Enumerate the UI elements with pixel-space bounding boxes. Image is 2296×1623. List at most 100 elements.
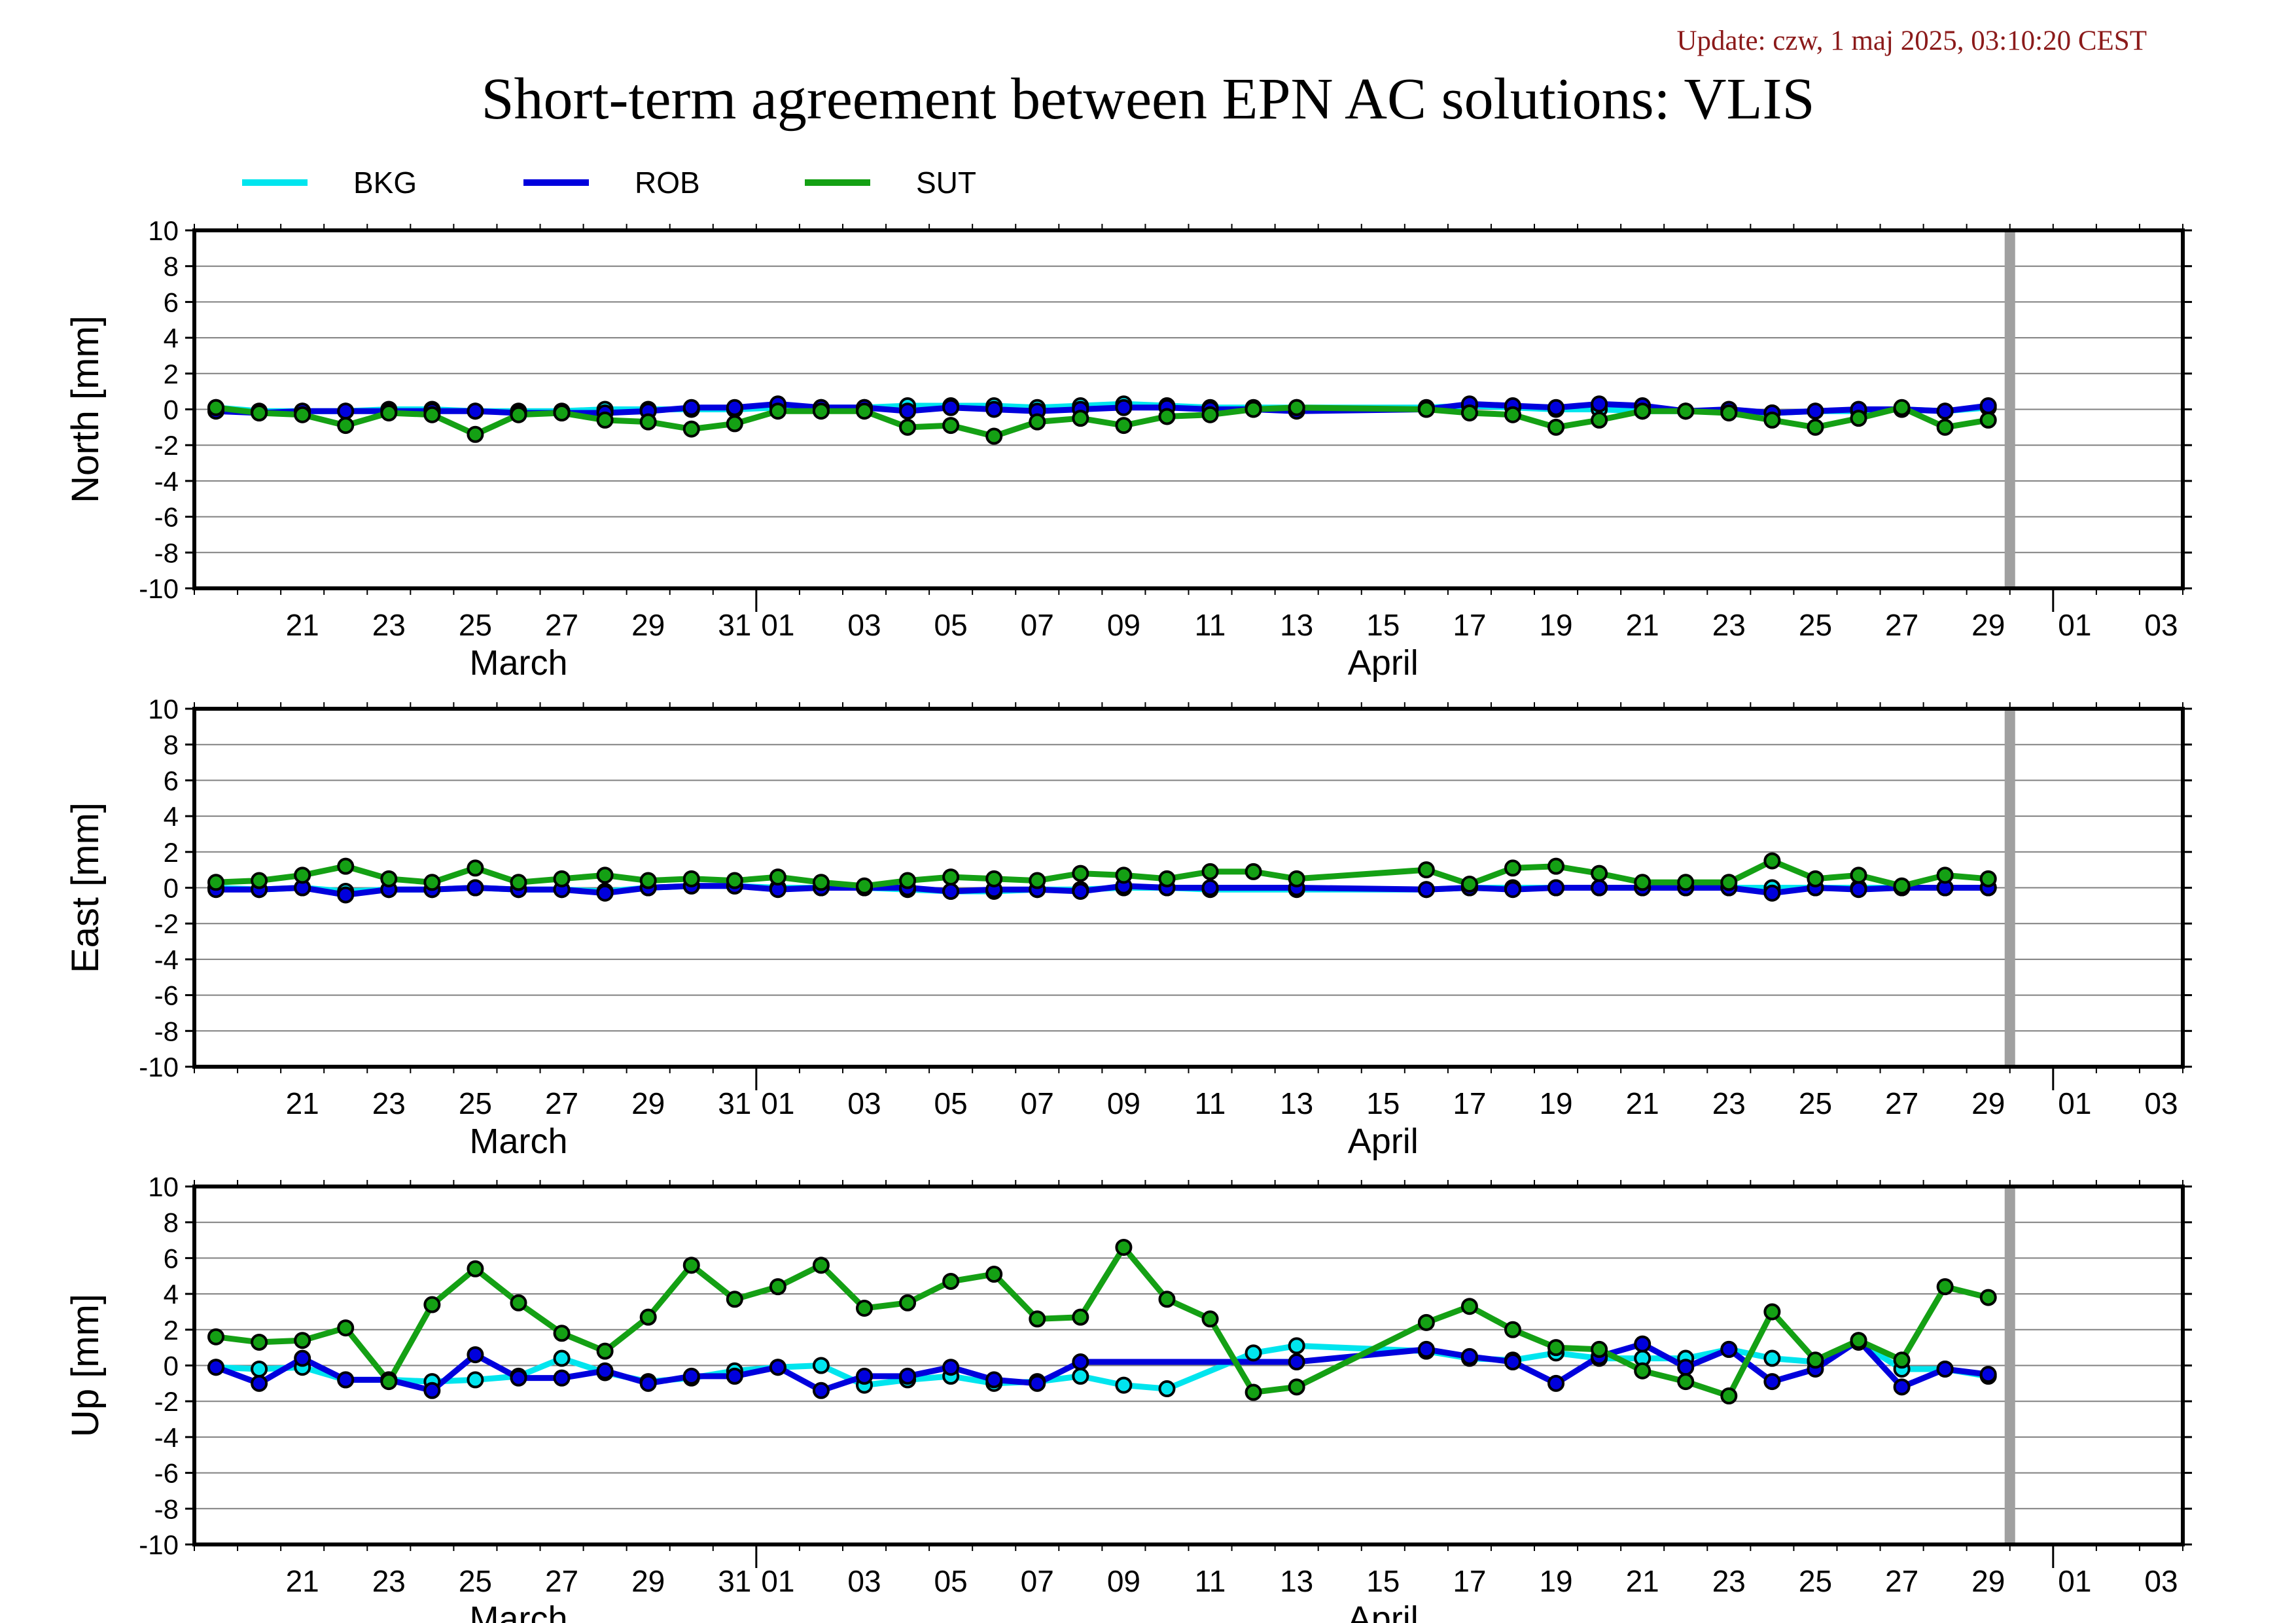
data-point-sut [1591,411,1608,429]
data-point-sut [856,402,874,420]
y-tick-label: 10 [148,215,179,246]
x-tick-label: 31 [718,1564,751,1598]
data-point-sut [1245,1383,1262,1401]
y-tick-label: -4 [154,466,179,497]
y-tick-label: -10 [139,1052,179,1082]
data-point-rob [1072,882,1089,900]
data-point-rob [639,1374,657,1392]
data-point-sut [726,1291,743,1308]
data-point-sut [1158,1291,1176,1308]
y-tick-label: 2 [164,359,179,389]
data-point-sut [1115,866,1133,884]
data-point-sut [294,1332,311,1349]
data-point-sut [639,1308,657,1326]
data-point-sut [1850,410,1867,427]
data-point-sut [467,859,484,877]
data-point-rob [1634,1335,1651,1353]
x-month-label: March [469,1122,567,1161]
x-tick-label: 07 [1021,608,1054,642]
data-point-sut [1504,406,1521,423]
data-point-sut [1979,1289,1997,1306]
legend-label-rob: ROB [635,166,700,200]
x-tick-label: 17 [1453,1564,1486,1598]
data-point-sut [423,1296,441,1313]
data-point-sut [553,870,571,887]
panel-up: 10 8 6 4 2 0 -2 -4 -6 -8 -10 Up [mm] 21 23 25 27 29 31 01 0… [64,1171,2192,1623]
x-tick-label: 23 [1712,1086,1746,1120]
data-point-sut [1547,1339,1565,1357]
data-point-rob [1936,402,1954,420]
data-point-sut [337,417,355,435]
data-point-sut [1288,870,1305,887]
data-point-sut [1936,418,1954,436]
y-tick-label: -4 [154,1422,179,1453]
y-tick-label: 4 [164,1279,179,1310]
x-month-label: April [1348,1122,1419,1161]
y-tick-label: 8 [164,730,179,760]
data-point-sut [1591,1340,1608,1358]
panel-north: 10 8 6 4 2 0 -2 -4 -6 -8 -10 North [mm] 21 23 25 27 29 31… [64,215,2192,683]
data-point-sut [251,1333,268,1351]
x-tick-label: 01 [761,608,794,642]
data-point-sut [985,1266,1003,1283]
data-point-rob [251,1374,268,1392]
x-tick-label: 23 [1712,608,1746,642]
current-date-marker [2004,1186,2015,1544]
x-tick-label: 03 [847,1564,881,1598]
data-point-rob [1504,1353,1521,1371]
data-point-bkg [1763,1349,1781,1367]
data-point-rob [942,882,960,900]
data-point-sut [1417,401,1435,418]
data-point-rob [1850,881,1867,899]
x-tick-label: 29 [1971,608,2005,642]
data-point-sut [294,406,311,423]
y-tick-label: -6 [154,1458,179,1489]
data-point-sut [1850,866,1867,884]
data-point-rob [769,1359,786,1376]
data-point-sut [1072,1308,1089,1326]
x-tick-label: 23 [1712,1564,1746,1598]
data-point-rob [1936,1360,1954,1378]
x-tick-label: 21 [1626,1086,1659,1120]
data-point-bkg [553,1349,571,1367]
data-point-rob [1547,399,1565,416]
data-point-sut [596,866,614,884]
y-tick-label: -8 [154,1493,179,1524]
x-tick-label: 03 [2144,1564,2178,1598]
x-tick-label: 19 [1539,608,1572,642]
x-tick-label: 21 [286,1564,319,1598]
data-point-bkg [1115,1376,1133,1394]
data-point-sut [1720,1387,1738,1404]
x-tick-label: 21 [286,608,319,642]
x-tick-label: 15 [1366,1564,1400,1598]
legend-swatch-rob [523,179,589,186]
x-month-label: April [1348,643,1419,683]
y-tick-label: 8 [164,1207,179,1238]
x-tick-label: 01 [2058,608,2091,642]
data-point-rob [467,402,484,420]
x-tick-label: 25 [1799,608,1832,642]
x-tick-label: 23 [372,1086,406,1120]
data-point-bkg [1288,1337,1305,1355]
x-tick-label: 09 [1107,1564,1140,1598]
data-point-rob [337,1371,355,1389]
data-point-sut [1763,1303,1781,1321]
x-tick-label: 27 [545,1086,578,1120]
data-point-sut [1591,865,1608,882]
data-point-sut [1201,1310,1219,1328]
x-tick-label: 17 [1453,608,1486,642]
data-point-rob [1029,1374,1046,1392]
y-tick-label: 8 [164,251,179,282]
data-point-sut [1504,1321,1521,1338]
legend-label-sut: SUT [916,166,976,200]
data-point-sut [812,1257,830,1274]
data-point-sut [1893,877,1911,895]
data-point-sut [1720,404,1738,421]
data-point-sut [207,874,225,891]
data-point-rob [1201,879,1219,897]
data-point-sut [1936,866,1954,884]
data-point-sut [553,1325,571,1342]
x-tick-label: 29 [631,1564,665,1598]
x-tick-label: 21 [286,1086,319,1120]
data-point-rob [812,1382,830,1399]
